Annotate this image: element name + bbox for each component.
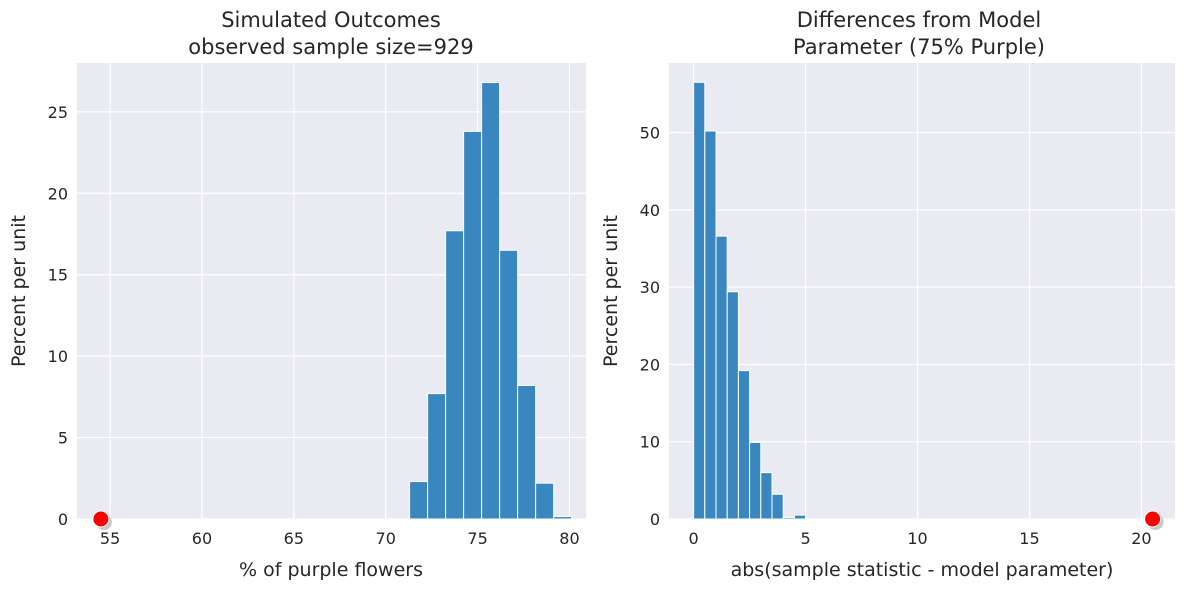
histogram-bar [715, 235, 728, 520]
chart-1-ticks: 0 5 10 15 20 0 10 20 30 40 50 [640, 124, 1152, 548]
histogram-bar [693, 81, 706, 520]
histogram-bar [409, 481, 429, 520]
x-tick-label: 80 [559, 529, 579, 548]
histogram-bar [427, 393, 447, 520]
y-tick-label: 0 [650, 510, 660, 529]
chart-1-grid [669, 63, 1175, 520]
histogram-bar [499, 249, 519, 520]
histogram-bar [782, 516, 795, 520]
chart-0-points [92, 510, 112, 530]
y-tick-label: 50 [640, 124, 660, 143]
histogram-bar [771, 493, 784, 520]
histogram-bar [463, 130, 483, 520]
chart-1-y-axis-label: Percent per unit [600, 215, 622, 367]
chart-0-title-line-2: observed sample size=929 [188, 35, 473, 59]
x-tick-label: 0 [689, 529, 699, 548]
y-tick-label: 40 [640, 201, 660, 220]
chart-1-bars [693, 81, 807, 520]
histogram-bar [760, 472, 773, 520]
histogram-bar [535, 482, 555, 520]
chart-differences: Differences from Model Parameter (75% Pu… [600, 8, 1175, 581]
x-tick-label: 10 [907, 529, 927, 548]
chart-0-title-line-1: Simulated Outcomes [221, 8, 441, 32]
chart-1-x-axis-label: abs(sample statistic - model parameter) [731, 559, 1114, 581]
histogram-bar [445, 230, 465, 520]
chart-0-ticks: 55 60 65 70 75 80 0 5 10 15 20 25 [48, 103, 580, 548]
x-tick-label: 70 [376, 529, 396, 548]
histogram-bar [517, 384, 537, 520]
chart-simulated-outcomes: Simulated Outcomes observed sample size=… [8, 8, 586, 581]
y-tick-label: 10 [640, 433, 660, 452]
x-tick-label: 55 [100, 529, 120, 548]
x-tick-label: 20 [1131, 529, 1151, 548]
histogram-bar [704, 130, 717, 520]
chart-0-x-axis-label: % of purple flowers [239, 559, 423, 581]
y-tick-label: 20 [640, 355, 660, 374]
y-tick-label: 15 [48, 266, 68, 285]
y-tick-label: 0 [58, 510, 68, 529]
y-tick-label: 30 [640, 278, 660, 297]
observed-point [92, 510, 110, 528]
y-tick-label: 10 [48, 347, 68, 366]
x-tick-label: 5 [800, 529, 810, 548]
x-tick-label: 65 [284, 529, 304, 548]
histogram-bar [749, 441, 762, 520]
y-tick-label: 20 [48, 184, 68, 203]
histogram-bar [553, 516, 573, 520]
chart-1-points [1144, 510, 1164, 530]
x-tick-label: 60 [192, 529, 212, 548]
chart-1-title-line-1: Differences from Model [797, 8, 1041, 32]
x-tick-label: 15 [1019, 529, 1039, 548]
chart-1-title-line-2: Parameter (75% Purple) [793, 35, 1045, 59]
chart-0-bars [409, 82, 573, 520]
histogram-bar [481, 82, 501, 520]
observed-point [1144, 510, 1162, 528]
y-tick-label: 25 [48, 103, 68, 122]
histogram-bar [793, 514, 807, 520]
chart-0-y-axis-label: Percent per unit [8, 215, 30, 367]
x-tick-label: 75 [467, 529, 487, 548]
y-tick-label: 5 [58, 429, 68, 448]
histogram-bar [726, 291, 739, 520]
histogram-bar [737, 370, 751, 520]
